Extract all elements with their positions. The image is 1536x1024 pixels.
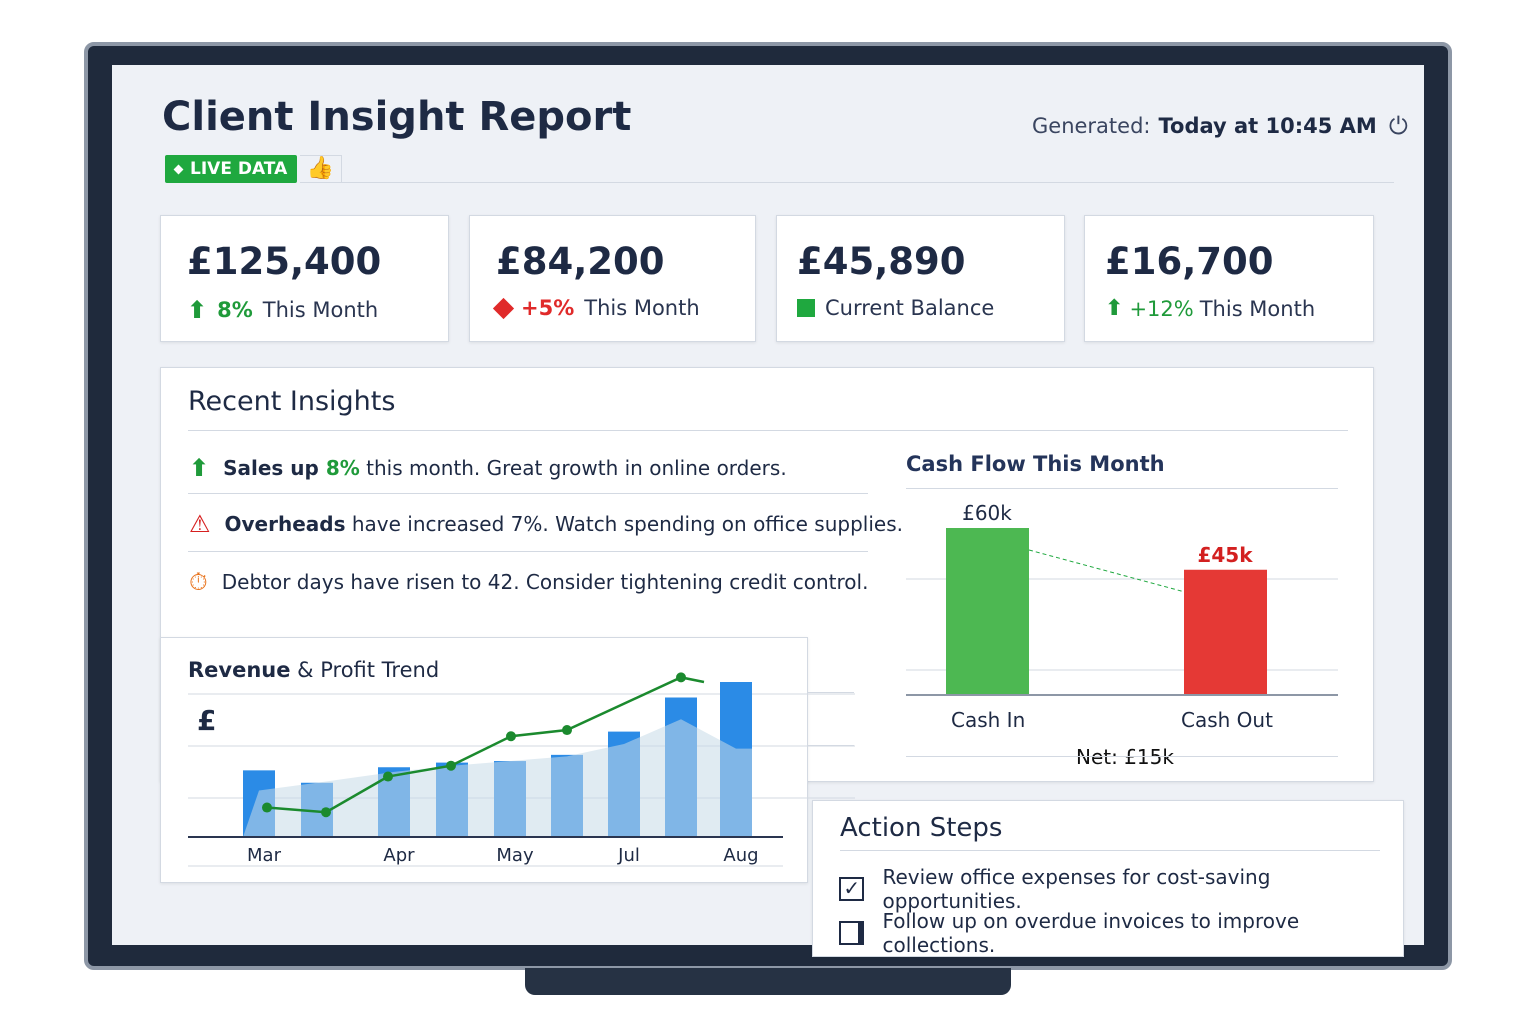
profit-point [262,802,272,813]
refresh-icon[interactable]: ⏻ [1388,112,1408,140]
page-title: Client Insight Report [162,94,632,140]
cashflow-data-label: £60k [962,501,1012,525]
x-tick-label: Mar [247,845,282,866]
action-item[interactable]: Follow up on overdue invoices to improve… [839,909,1403,957]
kpi-card-expenses: £84,200 +5% This Month [469,215,756,342]
x-tick-label: Apr [383,845,415,866]
arrow-up-icon: ⬆ [189,454,210,482]
diamond-icon [173,164,184,174]
thumbs-up-icon[interactable]: 👍 [300,155,342,183]
kpi-change: 8% [217,298,253,322]
warning-icon: ⚠ [189,510,211,538]
trend-title-rest: & Profit Trend [290,658,440,682]
kpi-change: +12% [1129,296,1194,321]
generated-label: Generated: [1032,114,1151,138]
profit-point [676,672,686,683]
insight-text: Debtor days have risen to 42. Consider t… [221,570,869,594]
arrow-up-icon: ⬆ [1105,296,1124,321]
cashflow-title: Cash Flow This Month [906,452,1165,476]
insights-title: Recent Insights [188,386,396,417]
trend-connector [1028,549,1185,593]
x-tick-label: Aug [723,845,758,866]
header-divider [340,182,1394,183]
revenue-trend-card: Revenue & Profit Trend £ Mar Apr May Jul Aug [160,637,855,883]
cashflow-xlabel: Cash Out [1181,708,1273,732]
action-label: Follow up on overdue invoices to improve… [882,909,1300,957]
live-data-badge: LIVE DATA [165,155,298,183]
cashflow-bar [1184,569,1267,695]
insight-item: ⬆ Sales up 8% this month. Great growth in… [189,454,787,482]
kpi-label: This Month [262,298,379,322]
insight-bold: Sales up [223,456,326,480]
action-steps-title: Action Steps [840,813,1003,843]
arrow-up-icon: ⬆ [187,296,208,324]
insight-item: ⏱ Debtor days have risen to 42. Consider … [189,568,868,596]
cashflow-data-label: £45k [1197,543,1253,567]
profit-point [446,760,456,771]
x-tick-label: Jul [617,845,640,866]
kpi-value: £84,200 [496,240,665,283]
insight-highlight: 8% [325,456,360,480]
insight-text: have increased 7%. Watch spending on off… [345,512,903,536]
generated-value: Today at 10:45 AM [1158,114,1377,138]
profit-point [506,731,516,742]
cashflow-bar [946,528,1029,695]
monitor-stand [525,968,1011,995]
profit-point [383,771,393,782]
action-steps-card: Action Steps ✓ Review office expenses for… [812,800,1404,957]
action-label: Review office expenses for cost-saving o… [882,865,1271,913]
kpi-label: Current Balance [825,296,995,320]
profit-point [321,807,331,818]
revenue-trend-chart: Mar Apr May Jul Aug [188,672,855,867]
kpi-value: £16,700 [1105,240,1274,283]
clock-icon: ⏱ [189,568,208,596]
trend-title-bold: Revenue [188,658,291,682]
insight-text: this month. Great growth in online order… [359,456,787,480]
profit-line [266,676,705,814]
checkbox-unchecked-icon[interactable] [839,921,865,945]
x-tick-label: May [496,845,534,866]
cashflow-chart: £60k £45k [906,501,1338,696]
kpi-card-balance: £45,890 Current Balance [776,215,1065,342]
insight-item: ⚠ Overheads have increased 7%. Watch spen… [189,510,903,538]
kpi-value: £125,400 [187,240,382,283]
kpi-change: +5% [521,296,575,320]
badge-label: LIVE DATA [190,159,288,179]
diamond-icon [492,297,515,319]
kpi-value: £45,890 [797,240,966,283]
cashflow-xlabel: Cash In [951,708,1026,732]
trend-area [243,719,752,837]
kpi-label: This Month [584,296,700,320]
net-cashflow: Net: £15k [1076,745,1174,769]
kpi-label: This Month [1199,296,1316,321]
action-item[interactable]: ✓ Review office expenses for cost-saving … [839,865,1403,913]
kpi-card-profit: £16,700 ⬆ +12% This Month [1084,215,1374,342]
square-icon [797,299,815,317]
kpi-card-revenue: £125,400 ⬆ 8% This Month [160,215,449,342]
generated-timestamp: Generated: Today at 10:45 AM ⏻ [1032,112,1408,140]
y-axis-label: £ [197,704,217,737]
profit-point [562,725,572,736]
checkbox-checked-icon[interactable]: ✓ [839,877,865,901]
insight-bold: Overheads [224,512,346,536]
